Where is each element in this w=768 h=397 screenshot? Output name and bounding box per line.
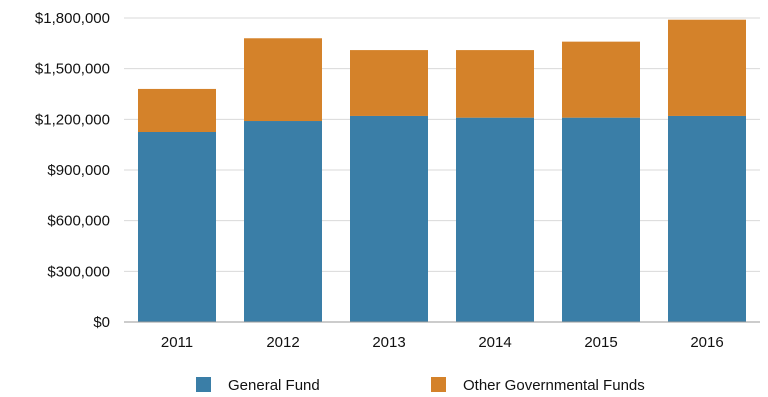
x-tick-label: 2016 <box>690 334 723 351</box>
bar-other-governmental-funds-2016 <box>668 19 746 116</box>
legend-label: Other Governmental Funds <box>463 377 645 394</box>
y-tick-label: $1,200,000 <box>35 111 110 128</box>
y-tick-label: $0 <box>93 314 110 331</box>
bar-other-governmental-funds-2014 <box>456 50 534 118</box>
legend-label: General Fund <box>228 377 320 394</box>
y-tick-label: $300,000 <box>47 263 110 280</box>
y-tick-label: $1,500,000 <box>35 61 110 78</box>
x-tick-label: 2012 <box>266 334 299 351</box>
x-tick-label: 2015 <box>584 334 617 351</box>
y-tick-label: $900,000 <box>47 162 110 179</box>
y-tick-label: $1,800,000 <box>35 10 110 27</box>
x-tick-label: 2011 <box>161 334 193 351</box>
bar-general-fund-2015 <box>562 117 640 323</box>
legend-swatch <box>196 377 211 392</box>
bar-other-governmental-funds-2011 <box>138 88 216 132</box>
y-tick-label: $600,000 <box>47 213 110 230</box>
x-tick-label: 2013 <box>372 334 405 351</box>
bar-other-governmental-funds-2015 <box>562 41 640 118</box>
bar-general-fund-2016 <box>668 115 746 322</box>
grid-lines <box>124 17 760 272</box>
bar-general-fund-2013 <box>350 115 428 322</box>
y-axis-tick-labels: $0 $300,000 $600,000 $900,000 $1,200,000 $1,5… <box>35 10 110 331</box>
legend-swatch <box>431 377 446 392</box>
bar-other-governmental-funds-2013 <box>350 50 428 116</box>
bar-general-fund-2012 <box>244 121 322 323</box>
bar-general-fund-2011 <box>138 132 216 322</box>
bars <box>138 19 746 323</box>
bar-other-governmental-funds-2012 <box>244 38 322 122</box>
x-axis-tick-labels: 2011 2012 2013 2014 2015 2016 <box>161 334 724 351</box>
legend: General Fund Other Governmental Funds <box>196 377 645 394</box>
x-tick-label: 2014 <box>478 334 511 351</box>
bar-general-fund-2014 <box>456 117 534 323</box>
